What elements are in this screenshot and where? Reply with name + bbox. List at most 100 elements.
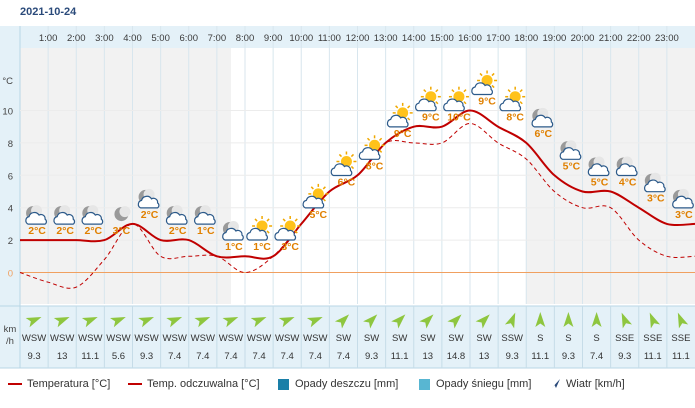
wind-speed-label: 13 bbox=[423, 351, 434, 362]
wind-speed-label: 13 bbox=[479, 351, 490, 362]
wind-arrow-icon bbox=[363, 314, 378, 329]
cloud-shape bbox=[330, 163, 353, 177]
temperature-label: 2°C bbox=[56, 225, 74, 237]
sun-cloud-icon bbox=[386, 102, 413, 128]
wind-arrow-shape bbox=[166, 316, 183, 328]
wind-arrow-icon bbox=[551, 379, 560, 389]
y-tick-label: 0 bbox=[8, 269, 13, 280]
wind-speed-label: 7.4 bbox=[337, 351, 350, 362]
wind-direction-label: WSW bbox=[219, 333, 243, 344]
moon-cloud-icon bbox=[644, 172, 666, 193]
wind-arrow-shape bbox=[591, 312, 602, 327]
wind-direction-label: SW bbox=[476, 333, 491, 344]
wind-arrow-shape bbox=[25, 316, 42, 328]
wind-arrow-shape bbox=[363, 314, 378, 329]
wind-speed-label: 7.4 bbox=[196, 351, 209, 362]
cloud-shape bbox=[194, 211, 216, 225]
wind-speed-label: 13 bbox=[57, 351, 68, 362]
hour-tick-label: 20:00 bbox=[571, 33, 595, 44]
wind-direction-label: SSE bbox=[643, 333, 662, 344]
sun-ray bbox=[294, 230, 298, 234]
cloud-shape bbox=[246, 227, 268, 241]
wind-arrow-shape bbox=[504, 312, 516, 329]
cloud-shape bbox=[672, 195, 694, 209]
wind-arrow-icon bbox=[677, 312, 689, 329]
sun-ray bbox=[282, 218, 286, 222]
wind-arrow-icon bbox=[391, 314, 406, 329]
wind-arrow-shape bbox=[278, 316, 295, 328]
hour-tick-label: 4:00 bbox=[123, 33, 142, 44]
wind-arrow-icon bbox=[25, 316, 42, 328]
wind-arrow-icon bbox=[334, 314, 350, 329]
sun-cloud-icon bbox=[415, 86, 441, 112]
sun-ray bbox=[254, 218, 258, 222]
wind-arrow-shape bbox=[563, 312, 574, 327]
wind-unit-label: km bbox=[4, 324, 17, 335]
moon-cutout bbox=[119, 206, 131, 218]
legend-wind[interactable]: Wiatr [km/h] bbox=[550, 378, 625, 390]
sun-ray bbox=[322, 186, 326, 190]
wind-speed-label: 9.3 bbox=[27, 351, 40, 362]
hour-tick-label: 11:00 bbox=[318, 33, 341, 44]
sun-ray bbox=[407, 117, 411, 121]
hour-tick-label: 16:00 bbox=[458, 33, 482, 44]
wind-direction-label: SW bbox=[392, 333, 407, 344]
wind-speed-label: 7.4 bbox=[168, 351, 181, 362]
cloud-shape bbox=[386, 114, 409, 128]
legend-feels-like[interactable]: Temp. odczuwalna [°C] bbox=[128, 378, 260, 390]
legend-rain-swatch bbox=[278, 378, 289, 390]
wind-direction-label: WSW bbox=[134, 333, 158, 344]
temperature-label: 3°C bbox=[113, 225, 131, 237]
temperature-label: 6°C bbox=[535, 128, 553, 140]
temperature-label: 9°C bbox=[394, 128, 412, 140]
y-tick-label: 8 bbox=[8, 139, 13, 150]
cloud-shape bbox=[222, 227, 244, 241]
sun-cloud-icon bbox=[471, 70, 498, 96]
forecast-date: 2021-10-24 bbox=[20, 6, 77, 18]
wind-speed-label: 11.1 bbox=[531, 351, 549, 362]
wind-arrow-shape bbox=[334, 314, 350, 329]
cloud-shape bbox=[587, 163, 610, 177]
wind-speed-label: 9.3 bbox=[140, 351, 153, 362]
y-tick-label: 6 bbox=[8, 171, 13, 182]
hour-tick-label: 15:00 bbox=[430, 33, 454, 44]
sun-ray bbox=[463, 101, 467, 105]
wind-arrow-shape bbox=[447, 314, 462, 329]
temperature-label: 9°C bbox=[478, 96, 496, 108]
sun-ray bbox=[378, 149, 383, 153]
hour-tick-label: 23:00 bbox=[655, 33, 679, 44]
wind-arrow-icon bbox=[278, 316, 295, 328]
wind-arrow-icon bbox=[81, 316, 98, 328]
wind-speed-label: 14.8 bbox=[447, 351, 466, 362]
temperature-label: 3°C bbox=[675, 209, 693, 221]
y-axis-unit: °C bbox=[2, 76, 13, 87]
temperature-label: 3°C bbox=[281, 241, 299, 253]
legend-rain[interactable]: Opady deszczu [mm] bbox=[278, 378, 398, 390]
wind-speed-label: 11.1 bbox=[81, 351, 99, 362]
temperature-label: 5°C bbox=[591, 177, 609, 189]
hour-tick-label: 14:00 bbox=[402, 33, 426, 44]
wind-arrow-shape bbox=[677, 312, 689, 329]
moon-cloud-icon bbox=[165, 205, 188, 225]
temperature-label: 8°C bbox=[366, 160, 384, 172]
sun-cloud-icon bbox=[330, 151, 357, 177]
temperature-label: 8°C bbox=[506, 112, 524, 124]
temperature-label: 1°C bbox=[225, 241, 243, 253]
moon-cloud-icon bbox=[531, 107, 554, 128]
sun-cloud-icon bbox=[358, 135, 385, 160]
wind-unit-label: /h bbox=[6, 336, 14, 347]
sun-shape bbox=[425, 91, 437, 103]
moon-cloud-icon bbox=[615, 156, 638, 177]
moon-cloud-icon bbox=[53, 205, 76, 225]
legend-temperature-swatch bbox=[8, 383, 22, 385]
cloud-shape bbox=[559, 147, 582, 160]
wind-direction-label: WSW bbox=[191, 333, 215, 344]
weather-icons bbox=[25, 70, 694, 241]
wind-arrow-icon bbox=[166, 316, 183, 328]
legend-temperature[interactable]: Temperatura [°C] bbox=[8, 378, 110, 390]
wind-direction-label: S bbox=[593, 333, 599, 344]
legend-snow[interactable]: Opady śniegu [mm] bbox=[419, 378, 531, 390]
sun-ray bbox=[366, 137, 371, 141]
sun-cloud-icon bbox=[443, 86, 469, 112]
wind-arrow-shape bbox=[194, 316, 211, 328]
